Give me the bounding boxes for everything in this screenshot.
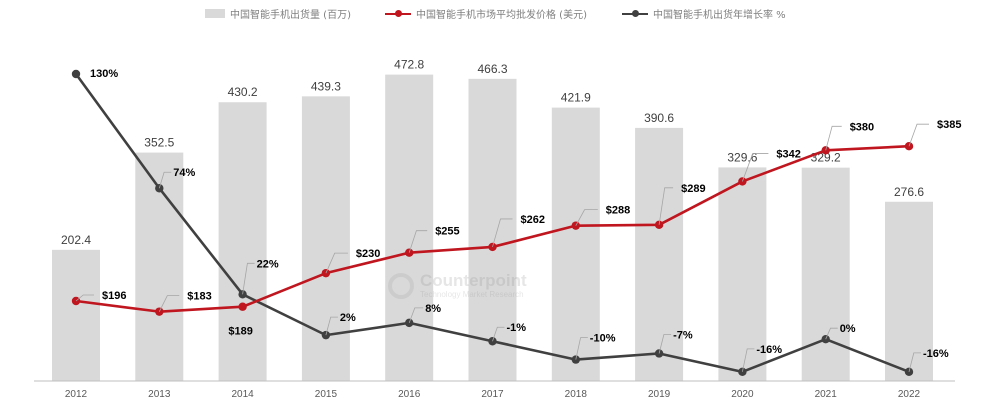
- bar-2017: [468, 78, 517, 382]
- bar-2018: [551, 107, 600, 382]
- bar-value-label-2017: 466.3: [477, 62, 507, 76]
- growth-leader-2021: [825, 327, 838, 340]
- price-point-2015: [321, 268, 331, 278]
- bar-2020: [718, 167, 767, 381]
- growth-leader-2020: [742, 348, 755, 372]
- growth-label-2021: 0%: [840, 323, 856, 335]
- x-tick-label-2016: 2016: [398, 389, 421, 400]
- bar-value-label-2019: 390.6: [644, 111, 674, 125]
- growth-leader-2016: [408, 307, 424, 324]
- legend-item-growth[interactable]: 中国智能手机出货年增长率 %: [622, 6, 786, 21]
- bar-value-label-2014: 430.2: [228, 85, 258, 99]
- bar-series: [52, 74, 933, 382]
- x-tick-label-2018: 2018: [565, 389, 588, 400]
- x-tick-label-2021: 2021: [815, 389, 838, 400]
- bar-value-label-2020: 329.6: [727, 150, 757, 164]
- price-point-2014: [238, 302, 247, 311]
- x-tick-label-2012: 2012: [65, 389, 88, 400]
- growth-leader-2019: [658, 334, 672, 354]
- watermark-sub: Technology Market Research: [420, 290, 524, 299]
- price-leader-2017: [492, 218, 513, 248]
- x-tick-label-2017: 2017: [481, 389, 504, 400]
- growth-label-2020: -16%: [756, 344, 782, 356]
- growth-label-2019: -7%: [673, 329, 693, 341]
- counterpoint-logo-icon: [388, 273, 414, 299]
- x-tick-label-2022: 2022: [898, 389, 921, 400]
- legend-label-price: 中国智能手机市场平均批发价格 (美元): [416, 10, 587, 21]
- growth-label-2022: -16%: [923, 348, 949, 360]
- bar-2016: [385, 74, 434, 381]
- x-tick-label-2020: 2020: [731, 389, 754, 400]
- legend-label-growth: 中国智能手机出货年增长率 %: [653, 10, 786, 21]
- price-label-2015: $230: [356, 248, 380, 260]
- price-leader-2015: [325, 252, 348, 274]
- growth-leader-2015: [325, 316, 338, 336]
- x-tick-label-2014: 2014: [231, 389, 254, 400]
- legend-item-price[interactable]: 中国智能手机市场平均批发价格 (美元): [385, 6, 587, 21]
- growth-label-2017: -1%: [507, 322, 527, 334]
- bar-value-label-2013: 352.5: [144, 136, 174, 150]
- price-label-2020: $342: [776, 148, 800, 160]
- legend-red-line-swatch: [385, 9, 411, 19]
- bar-2019: [635, 127, 684, 381]
- bar-value-label-2016: 472.8: [394, 58, 424, 72]
- growth-label-2013: 74%: [173, 167, 195, 179]
- growth-label-2018: -10%: [590, 333, 616, 345]
- growth-leader-2017: [492, 326, 505, 342]
- price-leader-2021: [825, 125, 842, 151]
- growth-label-2012: 130%: [90, 68, 118, 80]
- price-label-2012: $196: [102, 290, 126, 302]
- price-leader-2022: [908, 123, 929, 147]
- counterpoint-watermark: Counterpoint Technology Market Research: [388, 272, 527, 300]
- watermark-name: Counterpoint: [420, 271, 527, 290]
- price-leader-2016: [408, 230, 428, 253]
- bar-value-label-2015: 439.3: [311, 79, 341, 93]
- growth-label-2015: 2%: [340, 312, 356, 324]
- growth-label-2014: 22%: [257, 258, 279, 270]
- growth-leader-2022: [908, 352, 921, 372]
- growth-label-2016: 8%: [425, 303, 441, 315]
- price-leader-2013: [158, 295, 180, 312]
- legend-item-shipments[interactable]: 中国智能手机出货量 (百万): [205, 6, 351, 21]
- price-leader-2019: [658, 187, 674, 225]
- x-tick-label-2013: 2013: [148, 389, 171, 400]
- bar-2022: [885, 201, 933, 381]
- legend-label-shipments: 中国智能手机出货量 (百万): [230, 10, 351, 21]
- x-tick-label-2015: 2015: [315, 389, 338, 400]
- bar-value-label-2022: 276.6: [894, 185, 924, 199]
- price-leader-2018: [575, 209, 598, 226]
- price-label-2022: $385: [937, 119, 961, 131]
- price-label-2014: $189: [228, 326, 252, 338]
- bar-value-label-2018: 421.9: [561, 91, 591, 105]
- bar-2021: [801, 167, 850, 381]
- growth-leader-2014: [242, 262, 255, 295]
- price-label-2018: $288: [606, 205, 630, 217]
- price-label-2016: $255: [435, 226, 459, 238]
- growth-leader-2013: [158, 171, 172, 189]
- legend: 中国智能手机出货量 (百万) 中国智能手机市场平均批发价格 (美元) 中国智能手…: [0, 6, 995, 24]
- legend-bar-swatch: [205, 9, 225, 18]
- growth-point-2012: [71, 69, 81, 79]
- legend-dark-line-swatch: [622, 9, 648, 19]
- price-label-2021: $380: [850, 121, 874, 133]
- x-tick-label-2019: 2019: [648, 389, 671, 400]
- bar-2014: [218, 102, 267, 381]
- price-label-2019: $289: [681, 183, 705, 195]
- price-leader-2012: [75, 294, 94, 302]
- growth-point-2015: [321, 330, 331, 340]
- bar-2012: [52, 249, 100, 381]
- price-label-2013: $183: [187, 291, 211, 303]
- growth-leader-2018: [575, 337, 588, 360]
- bar-value-label-2012: 202.4: [61, 233, 91, 247]
- price-label-2017: $262: [521, 214, 545, 226]
- price-leader-2020: [742, 153, 769, 182]
